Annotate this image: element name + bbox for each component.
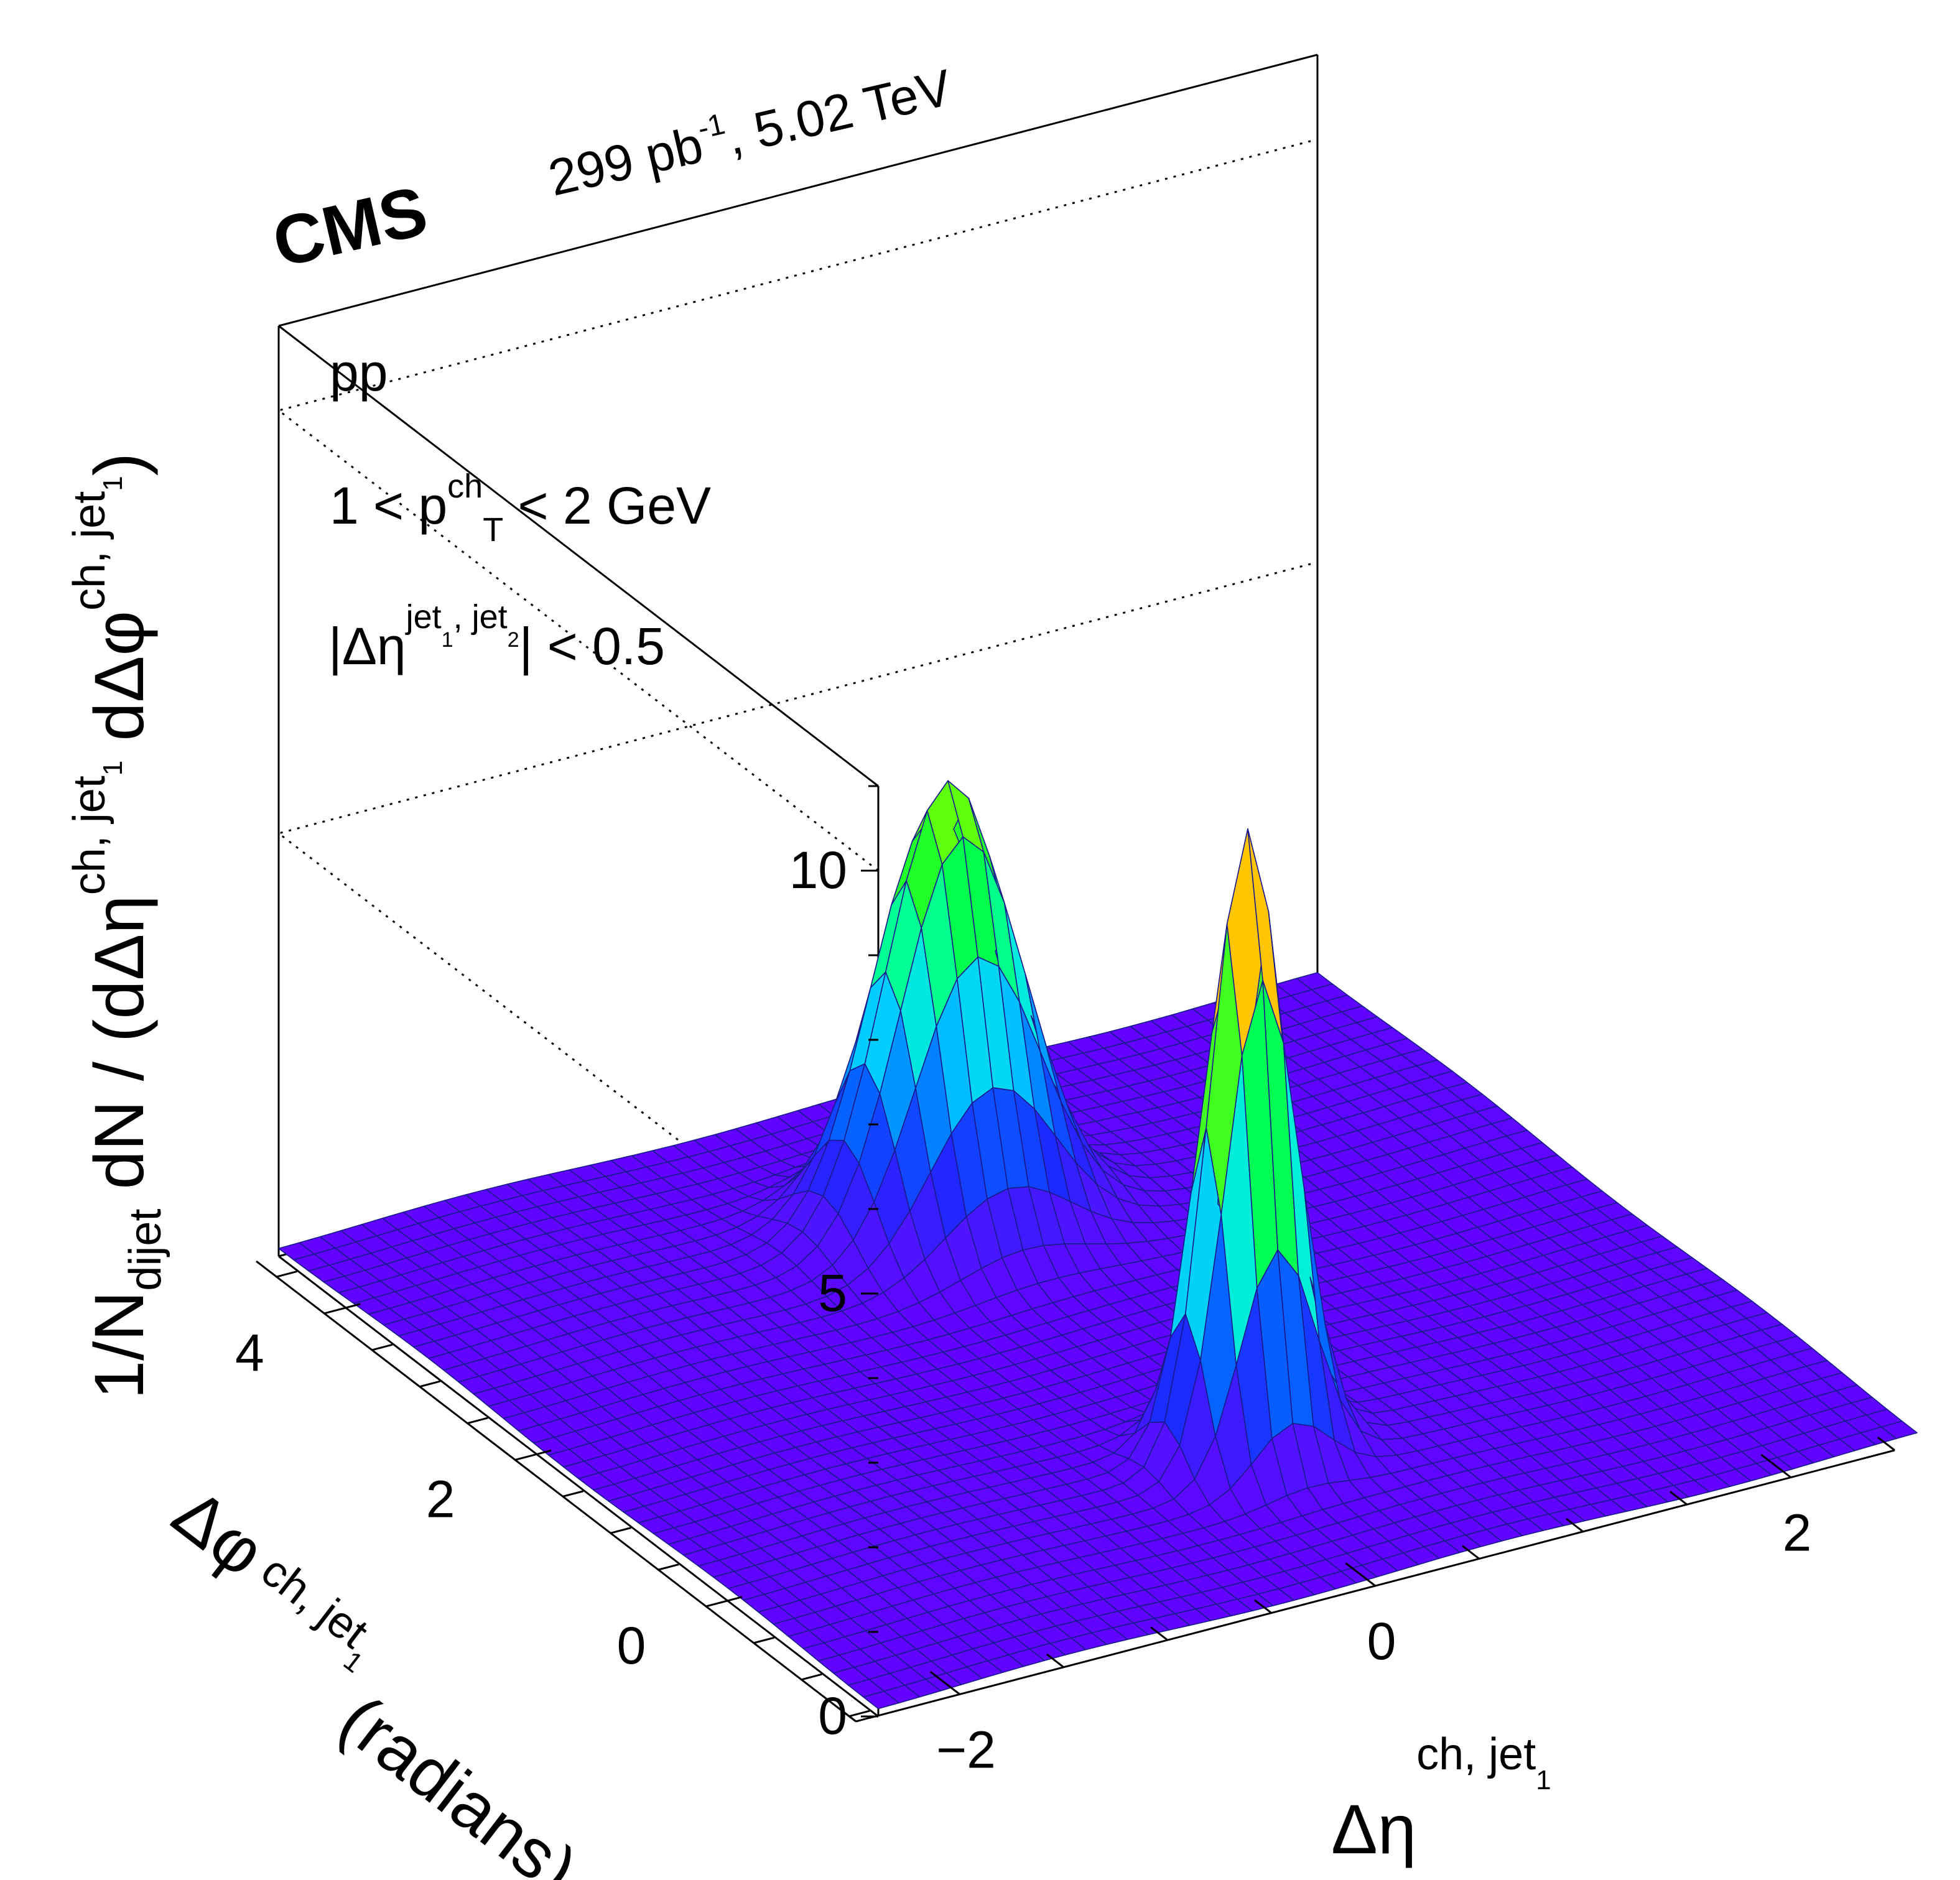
lumi-energy-label-part: 299 pb	[544, 116, 708, 206]
x-minor-tick	[1046, 1653, 1064, 1668]
pt-cut-label-part: < 2 GeV	[503, 476, 711, 535]
x-axis-title-part: 1	[1536, 1765, 1551, 1795]
cms-label: CMS	[266, 172, 434, 282]
y-axis-title-part: ch, jet	[242, 1538, 377, 1658]
y-tick-label: 4	[235, 1323, 264, 1382]
x-minor-tick	[1566, 1517, 1584, 1532]
y-minor-tick	[657, 1563, 679, 1571]
y-major-tick	[323, 1303, 361, 1315]
top-right-edge	[278, 53, 1318, 327]
x-minor-tick	[1670, 1491, 1688, 1506]
x-tick-label: 0	[1367, 1612, 1396, 1670]
eta-cut-label: |Δηjet1, jet2| < 0.5	[328, 598, 665, 675]
system-label-part: pp	[330, 343, 388, 402]
y-minor-tick	[419, 1380, 441, 1388]
y-minor-tick	[371, 1343, 393, 1351]
lumi-energy-label: 299 pb-1, 5.02 TeV	[542, 56, 957, 206]
eta-cut-label-part: jet	[471, 598, 508, 636]
eta-cut-label-part: | < 0.5	[519, 617, 665, 675]
z-axis-title-part: ch, jet	[65, 491, 114, 611]
y-minor-tick	[562, 1490, 584, 1498]
x-major-tick	[1760, 1453, 1791, 1478]
eta-cut-label-part: 1	[442, 628, 453, 652]
eta-cut-label-part: jet	[405, 598, 442, 636]
pt-cut-label-part: 1 < p	[330, 476, 447, 535]
z-axis-title-part: 1	[98, 761, 128, 776]
system-label: pp	[330, 343, 388, 402]
surface-cell	[1880, 1420, 1918, 1439]
y-minor-tick	[610, 1527, 631, 1534]
y-axis-title: Δφ ch, jet1 (radians)	[121, 1474, 629, 1880]
x-axis-title: Δηch, jet1	[1331, 1730, 1551, 1868]
y-tick-label: 2	[426, 1470, 455, 1528]
floor-left-back-edge	[278, 1255, 879, 1718]
surface-mesh	[278, 780, 1918, 1710]
z-axis-title-part: dΔφ	[80, 611, 158, 761]
x-tick-label: −2	[936, 1720, 996, 1779]
x-axis-title-part: ch, jet	[1416, 1730, 1536, 1779]
eta-cut-label-part: |Δη	[328, 617, 406, 675]
y-major-tick	[705, 1596, 743, 1608]
z-axis-title: 1/Ndijet dN / (dΔηch, jet1 dΔφch, jet1)	[65, 453, 170, 1399]
axes	[256, 785, 1895, 1723]
z-axis-title-part: dijet	[121, 1209, 170, 1291]
x-minor-tick	[1462, 1545, 1480, 1560]
x-minor-tick	[838, 1708, 857, 1723]
top-left-edge	[278, 325, 879, 787]
pt-cut-label: 1 < pchT < 2 GeV	[330, 468, 711, 549]
pt-cut-label-part: ch	[447, 468, 483, 505]
lumi-energy-label-part: , 5.02 TeV	[722, 59, 957, 165]
y-minor-tick	[801, 1673, 822, 1681]
y-axis-title-part: (radians)	[310, 1669, 591, 1880]
x-minor-tick	[1877, 1437, 1895, 1452]
y-minor-tick	[467, 1417, 488, 1425]
eta-cut-label-part: 2	[508, 628, 519, 652]
z-axis-title-part: ch, jet	[65, 776, 114, 895]
x-tick-label: 2	[1783, 1504, 1812, 1562]
y-axis-line	[256, 1260, 857, 1723]
x-major-tick	[929, 1670, 960, 1695]
pt-cut-label-part: T	[483, 511, 503, 549]
y-minor-tick	[848, 1710, 870, 1718]
x-minor-tick	[1150, 1626, 1168, 1641]
z-tick-label: 0	[818, 1687, 847, 1745]
cms-label-part: CMS	[266, 172, 434, 282]
x-axis-title-part: Δη	[1331, 1790, 1416, 1868]
y-minor-tick	[276, 1270, 297, 1278]
z-tick-label: 5	[818, 1264, 847, 1322]
z-axis-title-part: 1	[98, 476, 128, 491]
z-axis-title-part: )	[80, 453, 158, 476]
z-tick-label: 10	[789, 841, 847, 899]
y-minor-tick	[753, 1636, 774, 1644]
eta-cut-label-part: ,	[453, 598, 472, 636]
z-axis-title-part: 1/N	[80, 1291, 158, 1399]
y-major-tick	[514, 1449, 552, 1461]
x-minor-tick	[1254, 1599, 1272, 1614]
y-tick-label: 0	[617, 1616, 646, 1675]
x-major-tick	[1345, 1562, 1376, 1587]
z-axis-title-part: dN / (dΔη	[80, 895, 158, 1208]
